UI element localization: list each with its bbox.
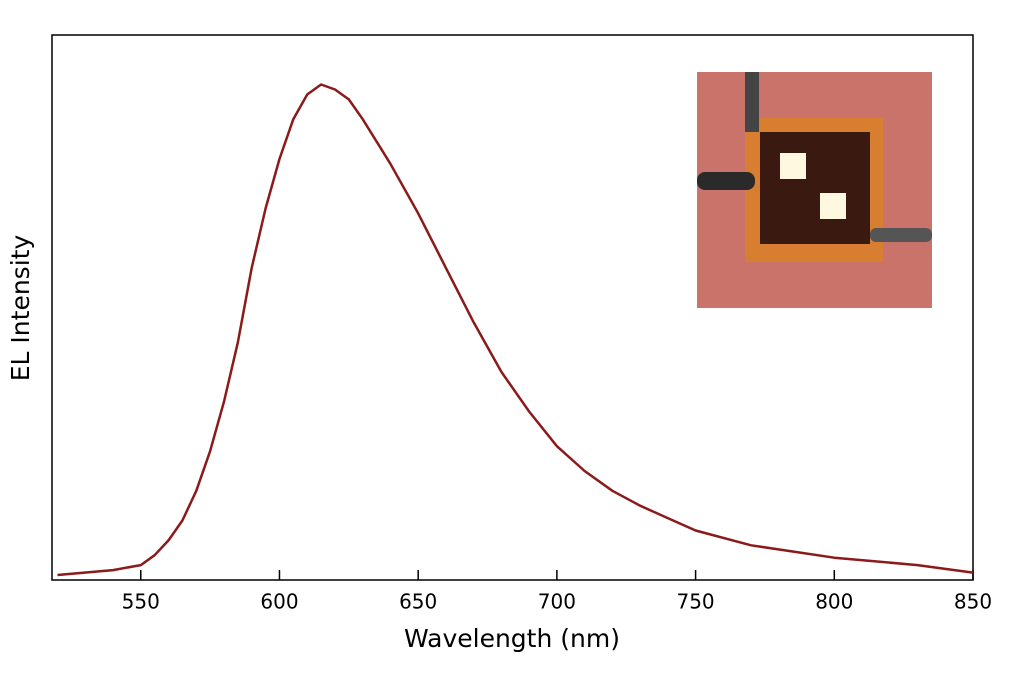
inset-photo — [697, 72, 932, 308]
x-tick-label: 650 — [399, 590, 437, 614]
x-tick-label: 600 — [260, 590, 298, 614]
x-tick-label: 750 — [676, 590, 714, 614]
x-tick-label: 550 — [122, 590, 160, 614]
x-tick-label: 800 — [815, 590, 853, 614]
x-tick-label: 850 — [954, 590, 992, 614]
line-series — [57, 83, 974, 577]
x-tick-label: 700 — [538, 590, 576, 614]
y-axis-label: EL Intensity — [6, 235, 35, 382]
x-axis-label: Wavelength (nm) — [404, 624, 620, 653]
